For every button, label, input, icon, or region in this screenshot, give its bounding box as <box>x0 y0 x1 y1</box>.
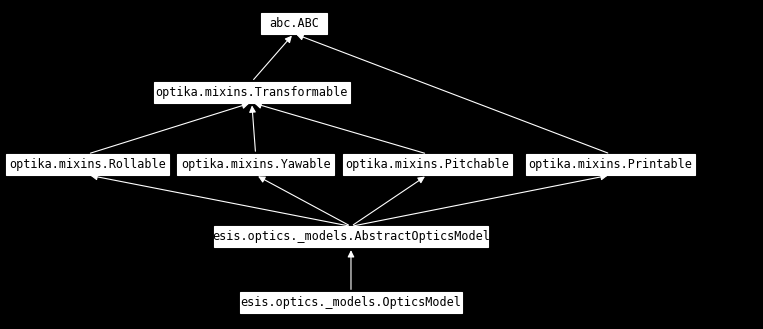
Text: optika.mixins.Yawable: optika.mixins.Yawable <box>181 158 330 171</box>
Text: esis.optics._models.AbstractOpticsModel: esis.optics._models.AbstractOpticsModel <box>212 230 490 243</box>
Bar <box>261 13 327 34</box>
Text: optika.mixins.Printable: optika.mixins.Printable <box>529 158 692 171</box>
Bar <box>343 154 512 175</box>
Text: abc.ABC: abc.ABC <box>269 16 319 30</box>
Bar <box>6 154 169 175</box>
Bar <box>177 154 334 175</box>
Text: optika.mixins.Pitchable: optika.mixins.Pitchable <box>346 158 509 171</box>
Bar <box>526 154 695 175</box>
Text: optika.mixins.Transformable: optika.mixins.Transformable <box>156 86 348 99</box>
Bar <box>154 82 349 103</box>
Text: esis.optics._models.OpticsModel: esis.optics._models.OpticsModel <box>240 296 462 309</box>
Bar <box>240 292 462 313</box>
Text: optika.mixins.Rollable: optika.mixins.Rollable <box>9 158 166 171</box>
Bar <box>214 226 488 247</box>
